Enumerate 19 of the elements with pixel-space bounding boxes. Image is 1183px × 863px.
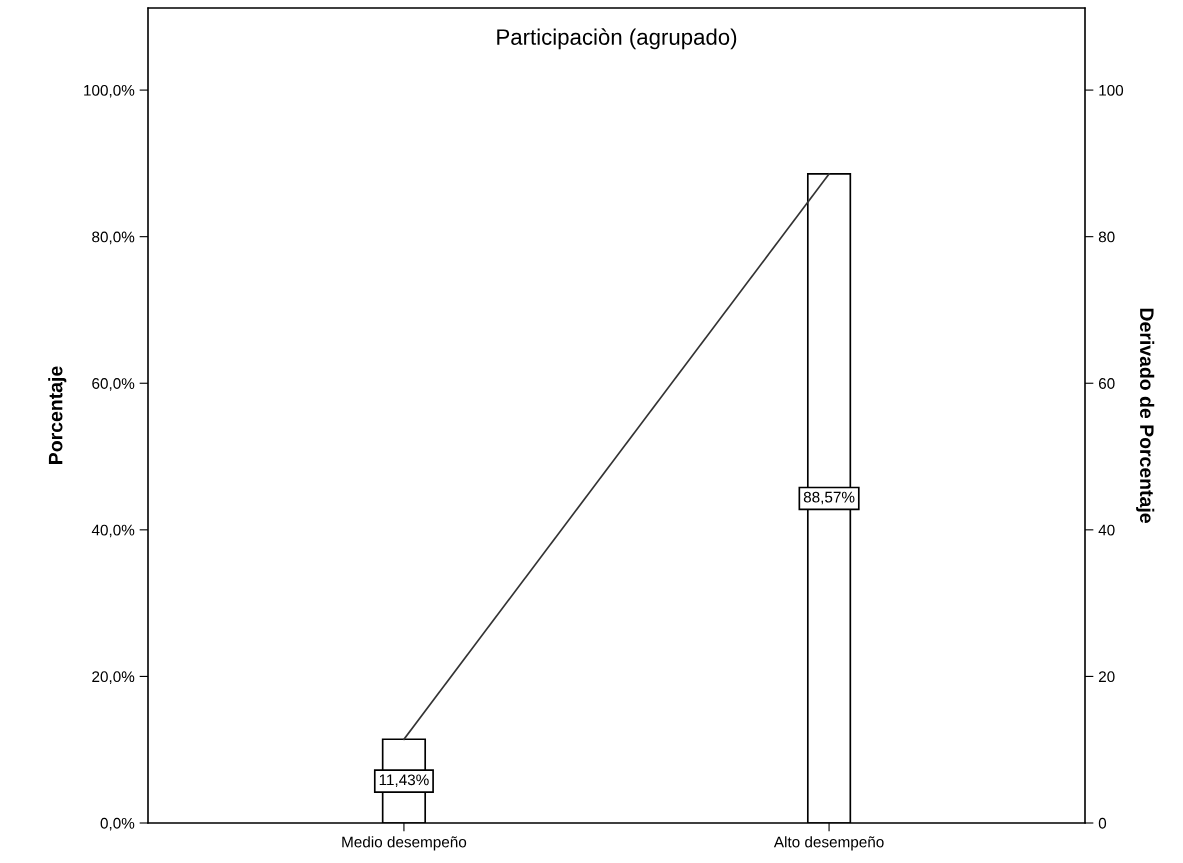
y2-tick-label: 80 <box>1098 231 1115 243</box>
y-axis-title: Porcentaje <box>48 366 67 464</box>
data-label: 88,57% <box>803 491 855 505</box>
y-tick-label: 60,0% <box>92 378 135 391</box>
y2-tick-label: 20 <box>1098 671 1115 683</box>
y2-tick-label: 100 <box>1099 84 1124 96</box>
y2-tick-label: 0 <box>1098 817 1107 829</box>
data-label: 11,43% <box>379 774 429 788</box>
x-tick-label: Alto desempeño <box>773 836 884 851</box>
y-tick-label: 80,0% <box>92 231 135 245</box>
y2-tick-label: 40 <box>1098 524 1115 536</box>
text: Participaciòn (agrupado) <box>497 28 737 50</box>
y2-axis-title: Derivado de Porcentaje <box>1136 308 1155 523</box>
y2-tick-label: 60 <box>1098 378 1115 389</box>
y-tick-label: 0,0% <box>100 817 135 831</box>
y-tick-label: 100,0% <box>84 84 135 98</box>
y-tick-label: 20,0% <box>92 671 135 684</box>
x-tick-label: Medio desempeño <box>342 836 467 851</box>
y-tick-label: 40,0% <box>91 524 135 538</box>
